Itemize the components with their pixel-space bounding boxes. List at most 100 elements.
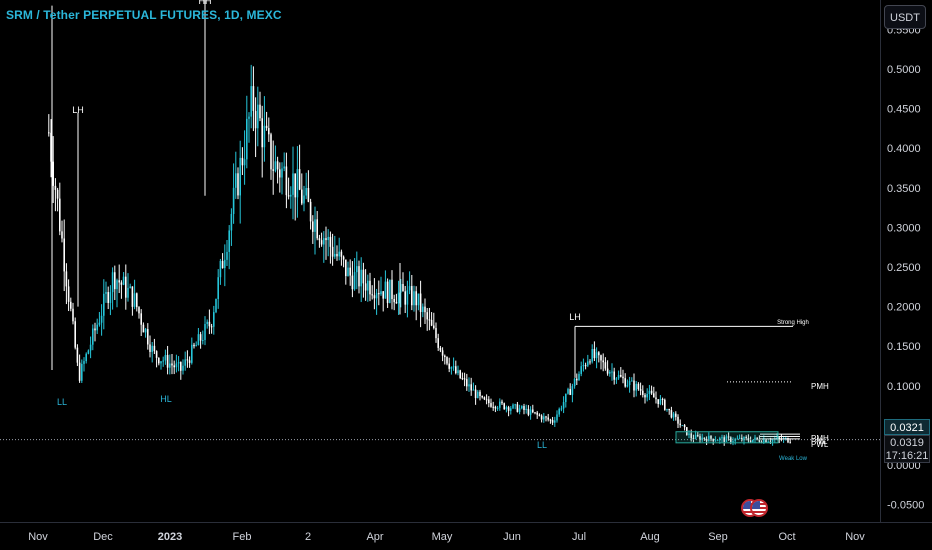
us-flag-icon[interactable] xyxy=(750,499,768,517)
candle-body xyxy=(613,371,615,380)
candle-body xyxy=(545,416,547,418)
candle-body xyxy=(158,357,160,364)
price-tick-label: 0.2000 xyxy=(887,302,921,314)
candle-body xyxy=(510,408,512,411)
candle-body xyxy=(477,391,479,399)
candle-body xyxy=(672,413,675,418)
candle-body xyxy=(323,238,325,245)
current-price-label: 0.0321 xyxy=(884,419,930,435)
candle-body xyxy=(228,230,230,252)
candle-body xyxy=(617,375,620,379)
candle-body xyxy=(474,389,477,399)
annotation-ll: LL xyxy=(57,397,67,407)
candle-body xyxy=(142,324,145,333)
candle-body xyxy=(349,267,351,276)
candle-body xyxy=(153,345,156,352)
candle-body xyxy=(186,359,189,361)
candle-body xyxy=(637,383,640,390)
candle-body xyxy=(446,357,448,364)
candle-body xyxy=(554,420,556,423)
candle-body xyxy=(155,351,158,358)
candle-body xyxy=(109,292,112,303)
candle-body xyxy=(362,269,365,284)
candle-body xyxy=(389,279,391,303)
candle-body xyxy=(309,201,312,222)
candle-body xyxy=(648,390,651,394)
candle-body xyxy=(492,406,494,408)
candle-body xyxy=(281,168,283,178)
candle-body xyxy=(483,397,486,400)
time-tick-label: Nov xyxy=(28,531,48,543)
candle-body xyxy=(292,173,294,195)
candle-body xyxy=(466,379,468,387)
candle-body xyxy=(642,390,644,395)
candle-body xyxy=(177,362,180,364)
candle-body xyxy=(373,295,376,299)
price-tick-label: 0.0000 xyxy=(887,460,921,472)
candle-body xyxy=(455,366,457,374)
candle-body xyxy=(224,259,226,269)
candle-body xyxy=(714,440,717,442)
candle-body xyxy=(87,350,90,354)
candle-body xyxy=(683,425,686,428)
last-price-label: 0.0319 17:16:21 xyxy=(884,435,930,463)
candle-body xyxy=(450,367,453,369)
price-tick-label: 0.4000 xyxy=(887,143,921,155)
candle-body xyxy=(589,361,591,363)
candle-body xyxy=(67,286,70,302)
time-tick-label: Oct xyxy=(778,531,795,543)
candle-body xyxy=(54,185,57,190)
candle-body xyxy=(415,291,417,306)
candle-body xyxy=(738,437,741,439)
candle-body xyxy=(635,383,637,391)
candle-body xyxy=(50,132,52,162)
time-tick-label: Jun xyxy=(503,531,521,543)
candle-body xyxy=(556,414,558,421)
time-axis[interactable]: Nov Dec 2023 Feb 2 Apr May Jun Jul Aug Sep Oct Nov xyxy=(0,522,932,544)
candle-body xyxy=(175,363,178,368)
candle-body xyxy=(732,441,734,443)
candle-body xyxy=(120,282,123,285)
candle-body xyxy=(723,437,725,442)
candle-body xyxy=(562,402,565,409)
candle-body xyxy=(208,321,211,327)
time-tick-label: Apr xyxy=(366,531,383,543)
candle-body xyxy=(232,187,235,214)
candle-body xyxy=(677,416,679,424)
candle-body xyxy=(573,378,576,387)
annotation-pml: PML xyxy=(811,437,828,446)
candle-body xyxy=(279,169,281,178)
currency-unit-button[interactable]: USDT xyxy=(884,5,926,29)
candle-body xyxy=(452,366,455,368)
candle-body xyxy=(670,410,673,418)
candle-body xyxy=(758,439,761,442)
candle-body xyxy=(270,134,272,170)
candle-body xyxy=(745,437,747,439)
candle-body xyxy=(164,355,167,361)
candle-body xyxy=(701,437,703,441)
candle-body xyxy=(92,328,94,345)
candle-body xyxy=(789,442,791,444)
candle-body xyxy=(338,251,340,257)
candle-body xyxy=(215,299,217,313)
candle-body xyxy=(116,280,118,290)
time-tick-label: Nov xyxy=(845,531,865,543)
candle-body xyxy=(536,412,538,415)
candle-body xyxy=(470,384,472,391)
price-tick-label: -0.0500 xyxy=(887,500,924,512)
candle-body xyxy=(274,161,277,171)
candle-body xyxy=(571,386,574,395)
candle-body xyxy=(259,104,261,119)
candle-body xyxy=(378,293,380,295)
candle-body xyxy=(419,293,422,313)
candle-body xyxy=(721,437,723,439)
candle-body xyxy=(430,319,433,326)
candle-body xyxy=(516,404,519,412)
candle-body xyxy=(433,325,435,329)
candle-body xyxy=(771,439,774,442)
annotation-pwl: PWL xyxy=(811,440,829,449)
candle-body xyxy=(756,437,758,440)
candle-body xyxy=(342,256,345,260)
time-tick-label: Feb xyxy=(233,531,252,543)
